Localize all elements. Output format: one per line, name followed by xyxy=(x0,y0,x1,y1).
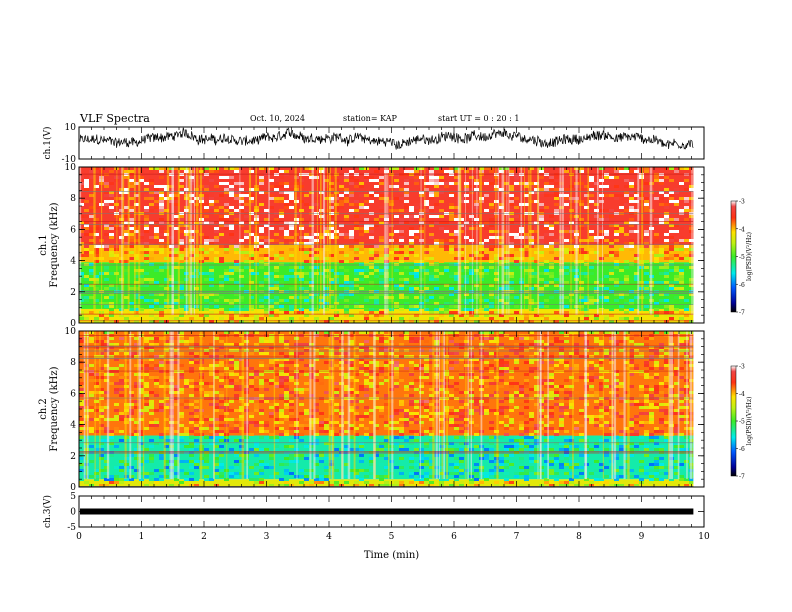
ch3-signal-trace xyxy=(80,508,694,515)
start-time-label: start UT = 0 : 20 : 1 xyxy=(438,114,520,123)
ch1-spectrogram-image xyxy=(79,167,704,323)
ch1-tick-label: 0 xyxy=(70,319,76,329)
ch1-tick-label: 10 xyxy=(65,163,77,173)
ch2-tick-label: 6 xyxy=(70,389,76,399)
x-tick-label: 6 xyxy=(451,532,457,542)
x-tick-label: 10 xyxy=(698,532,710,542)
x-tick-label: 5 xyxy=(389,532,395,542)
plot-title: VLF Spectra xyxy=(80,112,150,125)
ch1-colorbar-tick-label: -4 xyxy=(739,226,745,233)
ch1-waveform-line xyxy=(79,127,694,150)
ch1-tick-label: 6 xyxy=(70,225,76,235)
x-tick-label: 3 xyxy=(264,532,270,542)
x-tick-label: 4 xyxy=(326,532,332,542)
ch2-colorbar-label: log(PSD)(V²/Hz) xyxy=(746,397,753,446)
ch2-tick-label: 4 xyxy=(70,421,76,431)
ch1-tick-label: 10 xyxy=(65,123,77,133)
ch1-colorbar-tick-label: -6 xyxy=(739,282,745,289)
station-label: station= KAP xyxy=(343,114,397,123)
ch1-tick-label: 4 xyxy=(70,257,76,267)
date-label: Oct. 10, 2024 xyxy=(250,114,305,123)
ch2-tick-label: 10 xyxy=(65,327,77,337)
ch3-tick-label: 0 xyxy=(70,508,76,518)
ch1-colorbar-label: log(PSD)(V²/Hz) xyxy=(746,232,753,281)
x-tick-label: 2 xyxy=(201,532,207,542)
x-tick-label: 0 xyxy=(76,532,82,542)
ch2-colorbar-tick-label: -3 xyxy=(739,364,745,371)
ch3-tick-label: 5 xyxy=(70,492,76,502)
ch2-tick-label: 8 xyxy=(70,358,76,368)
ch2-colorbar-tick-label: -6 xyxy=(739,446,745,453)
ch2-frequency-axis-label: Frequency (kHz) xyxy=(49,366,60,451)
ch1-colorbar-tick-label: -5 xyxy=(739,254,745,261)
ch2-tick-label: 2 xyxy=(70,452,76,462)
ch2-colorbar xyxy=(730,365,737,477)
ch3-voltage-axis-label: ch.3(V) xyxy=(42,495,53,528)
ch1-tick-label: 2 xyxy=(70,288,76,298)
ch2-colorbar-tick-label: -7 xyxy=(739,474,745,481)
ch1-colorbar-tick-label: -7 xyxy=(739,310,745,317)
ch2-tick-label: 0 xyxy=(70,483,76,493)
ch1-voltage-axis-label: ch.1(V) xyxy=(42,127,53,160)
ch1-channel-label: ch.1 xyxy=(38,234,49,256)
time-axis-label: Time (min) xyxy=(364,550,419,561)
ch1-colorbar xyxy=(730,200,737,313)
x-tick-label: 9 xyxy=(639,532,645,542)
ch1-colorbar-tick-label: -3 xyxy=(739,199,745,206)
x-tick-label: 1 xyxy=(139,532,145,542)
ch3-tick-label: -5 xyxy=(67,523,76,533)
ch2-colorbar-tick-label: -4 xyxy=(739,391,745,398)
x-tick-label: 8 xyxy=(576,532,582,542)
x-tick-label: 7 xyxy=(514,532,520,542)
ch2-spectrogram-image xyxy=(79,331,704,487)
ch2-colorbar-tick-label: -5 xyxy=(739,419,745,426)
ch2-channel-label: ch.2 xyxy=(38,398,49,420)
ch1-frequency-axis-label: Frequency (kHz) xyxy=(49,202,60,287)
ch1-tick-label: -10 xyxy=(62,155,77,165)
ch1-tick-label: 8 xyxy=(70,194,76,204)
